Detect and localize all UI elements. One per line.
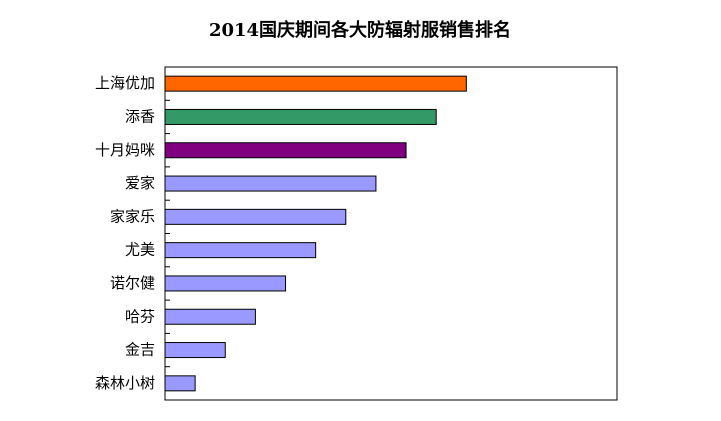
bar <box>164 308 256 325</box>
bar <box>164 108 437 125</box>
bar <box>164 342 226 359</box>
bar <box>164 142 407 159</box>
y-tick-label: 添香 <box>125 107 155 125</box>
bar <box>164 208 347 225</box>
y-tick-label: 金吉 <box>125 341 155 359</box>
y-tick-label: 家家乐 <box>110 207 155 225</box>
bar <box>164 175 377 192</box>
bar <box>164 242 317 259</box>
bar <box>164 375 196 392</box>
bar <box>164 275 287 292</box>
y-tick-label: 诺尔健 <box>110 274 155 292</box>
y-tick-label: 哈芬 <box>125 307 155 325</box>
y-tick-label: 爱家 <box>125 174 155 192</box>
y-tick-label: 上海优加 <box>95 74 155 92</box>
bar <box>164 75 467 92</box>
y-tick-label: 十月妈咪 <box>95 141 155 159</box>
chart-title: 2014国庆期间各大防辐射服销售排名 <box>209 19 511 41</box>
y-tick-label: 森林小树 <box>95 374 155 392</box>
y-tick-label: 尤美 <box>125 241 155 259</box>
